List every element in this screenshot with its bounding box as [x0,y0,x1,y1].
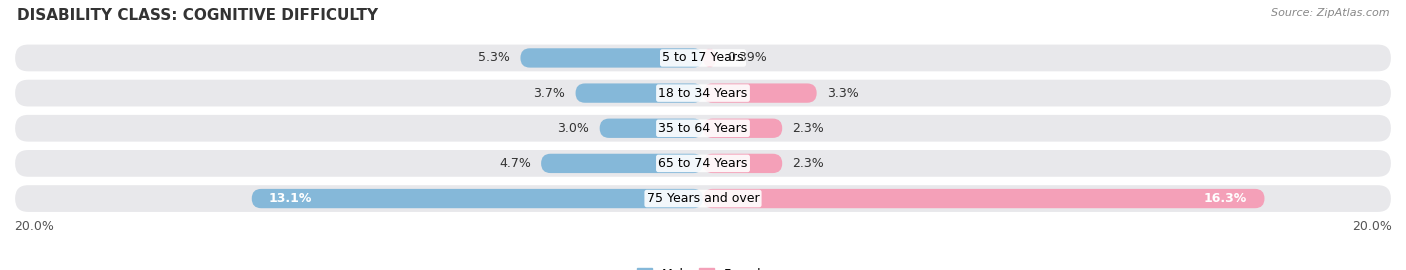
FancyBboxPatch shape [252,189,703,208]
FancyBboxPatch shape [541,154,703,173]
Legend: Male, Female: Male, Female [631,263,775,270]
FancyBboxPatch shape [14,149,1392,178]
FancyBboxPatch shape [520,48,703,68]
Text: 20.0%: 20.0% [14,220,53,233]
Text: 3.3%: 3.3% [827,87,859,100]
FancyBboxPatch shape [599,119,703,138]
FancyBboxPatch shape [14,184,1392,213]
Text: 75 Years and over: 75 Years and over [647,192,759,205]
Text: 5.3%: 5.3% [478,52,510,65]
Text: 0.39%: 0.39% [727,52,766,65]
Text: 65 to 74 Years: 65 to 74 Years [658,157,748,170]
Text: 4.7%: 4.7% [499,157,531,170]
Text: 3.7%: 3.7% [533,87,565,100]
Text: 35 to 64 Years: 35 to 64 Years [658,122,748,135]
FancyBboxPatch shape [14,79,1392,107]
FancyBboxPatch shape [703,48,717,68]
Text: 2.3%: 2.3% [793,122,824,135]
Text: 2.3%: 2.3% [793,157,824,170]
Text: 5 to 17 Years: 5 to 17 Years [662,52,744,65]
Text: 20.0%: 20.0% [1353,220,1392,233]
FancyBboxPatch shape [703,83,817,103]
FancyBboxPatch shape [703,119,782,138]
Text: 16.3%: 16.3% [1204,192,1247,205]
Text: Source: ZipAtlas.com: Source: ZipAtlas.com [1271,8,1389,18]
Text: 13.1%: 13.1% [269,192,312,205]
Text: DISABILITY CLASS: COGNITIVE DIFFICULTY: DISABILITY CLASS: COGNITIVE DIFFICULTY [17,8,378,23]
Text: 3.0%: 3.0% [557,122,589,135]
FancyBboxPatch shape [703,154,782,173]
FancyBboxPatch shape [703,189,1264,208]
FancyBboxPatch shape [575,83,703,103]
FancyBboxPatch shape [14,114,1392,143]
FancyBboxPatch shape [14,43,1392,72]
Text: 18 to 34 Years: 18 to 34 Years [658,87,748,100]
